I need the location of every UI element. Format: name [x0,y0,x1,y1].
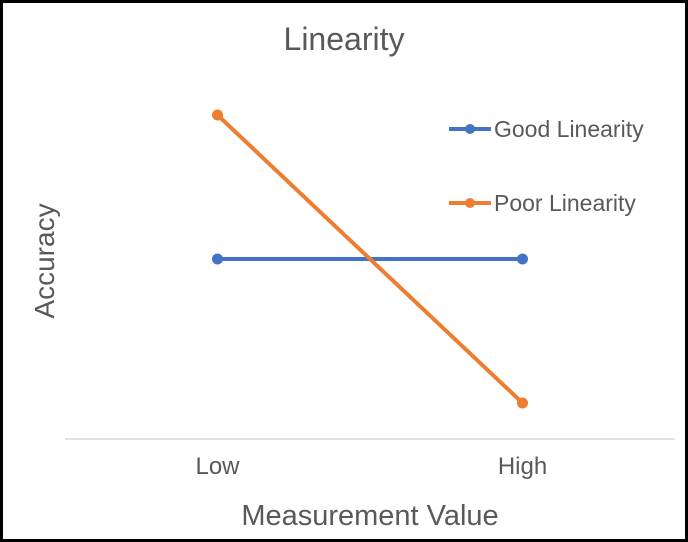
legend-label: Poor Linearity [494,189,636,216]
series-line-poor-linearity [215,113,525,405]
plot-area [65,109,675,440]
legend-label: Good Linearity [494,115,644,142]
legend-entry-poor-linearity: Poor Linearity [448,185,636,221]
data-point-marker-good-linearity [517,253,528,265]
legend-line-marker-icon [449,124,491,134]
data-point-marker-poor-linearity [517,397,528,409]
x-tick-label-low: Low [195,453,240,480]
chart-title: Linearity [283,21,405,57]
x-tick-label-high: High [497,453,548,480]
x-axis-title: Measurement Value [241,500,499,532]
data-point-marker-poor-linearity [212,109,223,121]
data-point-marker-good-linearity [212,253,223,265]
legend-entry-good-linearity: Good Linearity [448,111,644,147]
legend-line-marker-icon [449,198,491,208]
